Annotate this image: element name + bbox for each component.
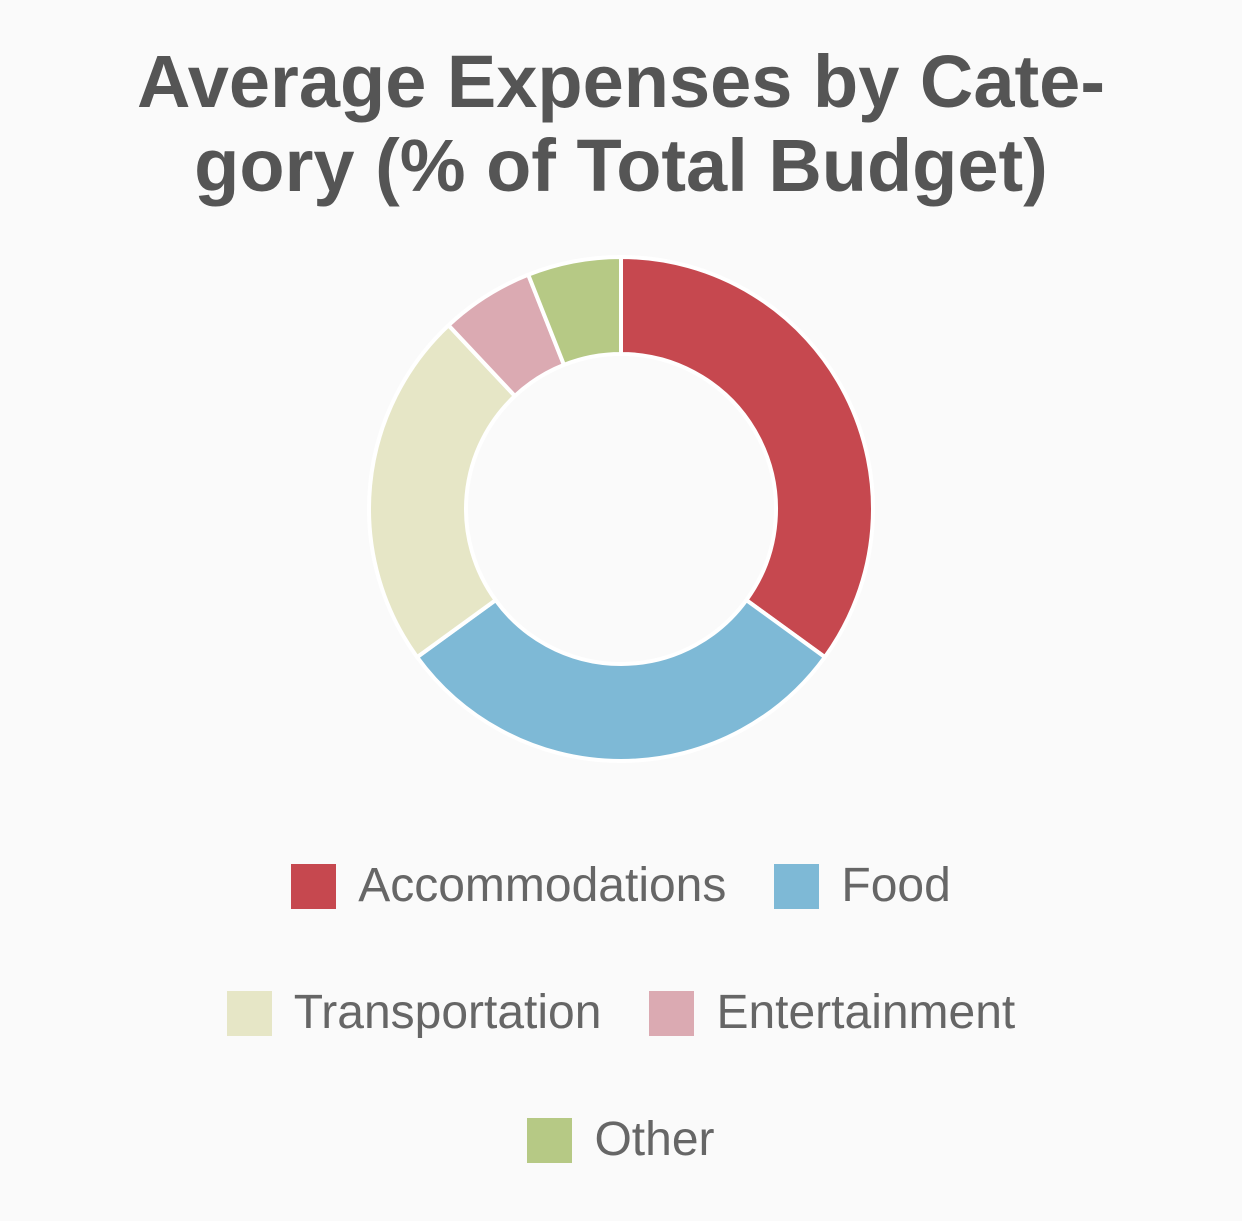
donut-slices bbox=[367, 255, 875, 763]
legend-label-accommodations: Accommodations bbox=[358, 859, 727, 912]
legend-row-3: Other bbox=[0, 1112, 1242, 1168]
legend-item-transportation[interactable]: Transportation bbox=[226, 985, 602, 1041]
legend-item-other[interactable]: Other bbox=[527, 1112, 715, 1168]
legend-swatch-food bbox=[774, 863, 820, 909]
legend-row-1: Accommodations Food bbox=[0, 858, 1242, 914]
legend-item-entertainment[interactable]: Entertainment bbox=[649, 985, 1015, 1041]
slice-accommodations[interactable] bbox=[619, 255, 875, 660]
legend-label-transportation: Transportation bbox=[293, 986, 602, 1039]
slice-food[interactable] bbox=[415, 598, 827, 763]
legend-label-other: Other bbox=[594, 1113, 715, 1166]
legend-row-2: Transportation Entertainment bbox=[0, 985, 1242, 1041]
legend-swatch-accommodations bbox=[291, 863, 337, 909]
slice-transportation[interactable] bbox=[367, 323, 517, 660]
chart-title: Average Expenses by Cate- gory (% of Tot… bbox=[137, 40, 1105, 207]
donut-chart bbox=[367, 255, 875, 763]
legend-swatch-transportation bbox=[226, 990, 272, 1036]
legend-label-food: Food bbox=[841, 859, 951, 912]
slice-other[interactable] bbox=[526, 255, 623, 367]
legend-swatch-entertainment bbox=[649, 990, 695, 1036]
legend-label-entertainment: Entertainment bbox=[716, 986, 1016, 1039]
legend-item-accommodations[interactable]: Accommodations bbox=[291, 858, 726, 914]
legend-item-food[interactable]: Food bbox=[774, 858, 951, 914]
legend-swatch-other bbox=[527, 1117, 573, 1163]
